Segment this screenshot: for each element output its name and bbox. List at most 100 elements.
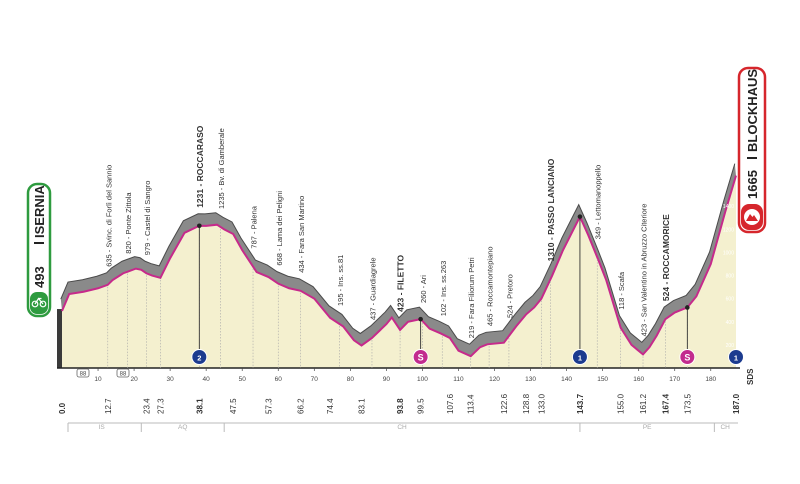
point-label: 102 - Ins. ss.263 — [439, 261, 448, 316]
point-altitude: 102 - — [439, 297, 448, 316]
point-label: 787 - Palena — [250, 205, 259, 248]
point-label: 434 - Fara San Martino — [297, 196, 306, 273]
point-name: Svinc. di Forlì del Sannio — [104, 165, 113, 248]
start-badge: 493 ISERNIA — [26, 182, 52, 318]
x-tick-label: 70 — [311, 376, 319, 383]
point-name: Fara San Martino — [297, 196, 306, 254]
point-name: Palena — [250, 205, 259, 229]
sprint-glyph: S — [418, 353, 424, 363]
profile-area — [57, 163, 740, 369]
x-tick-label: 60 — [275, 376, 283, 383]
point-distance: 93.8 — [396, 398, 405, 414]
point-name: Lama dei Peligni — [275, 191, 284, 247]
profile-fill — [62, 175, 736, 368]
region-label: CH — [720, 424, 730, 431]
y-tick-label: 1000 — [723, 250, 734, 256]
point-distance: 83.1 — [358, 398, 367, 414]
point-distance: 107.6 — [446, 393, 455, 414]
point-name: Bv. di Gamberale — [217, 128, 226, 185]
point-altitude: 260 - — [419, 284, 428, 303]
point-distance: 66.2 — [297, 398, 306, 414]
point-name: Scafa — [617, 271, 626, 291]
point-altitude: 219 - — [467, 319, 476, 338]
small-mark: 88 — [120, 372, 127, 378]
marker-dot — [577, 214, 583, 219]
small-marks: 88 88 — [76, 368, 130, 378]
point-altitude: 979 - — [143, 236, 152, 255]
point-name: FILETTO — [396, 255, 406, 291]
point-distance: 47.5 — [229, 398, 238, 414]
point-distance: 74.4 — [326, 398, 335, 414]
point-distance: 167.4 — [661, 393, 670, 414]
point-name: Ins. ss.81 — [336, 255, 345, 287]
finish-badge: 1665 BLOCKHAUS — [737, 66, 767, 234]
x-tick-label: 170 — [669, 376, 680, 383]
gpm-glyph: 1 — [734, 354, 738, 363]
sprint-marker — [679, 349, 696, 365]
region-bar: IS AQ CH PE CH — [67, 422, 738, 432]
y-tick-label: 1200 — [723, 227, 734, 233]
point-distance: 12.7 — [104, 398, 113, 414]
x-tick-label: 30 — [167, 376, 175, 383]
point-name: ROCCAMORICE — [661, 214, 671, 279]
x-tick-label: 10 — [94, 376, 102, 383]
x-tick-label: 130 — [525, 376, 536, 383]
start-name: ISERNIA — [32, 185, 47, 238]
point-name: Ins. ss.263 — [439, 261, 448, 297]
point-label: 349 - Lettomanoppello — [594, 165, 603, 240]
point-altitude: 437 - — [369, 301, 378, 320]
point-labels: 635 - Svinc. di Forlì del Sannio 820 - Po… — [104, 125, 671, 338]
point-altitude: 668 - — [275, 246, 284, 265]
bike-icon — [31, 297, 47, 308]
point-distance: 128.8 — [522, 393, 531, 414]
point-altitude: 635 - — [104, 248, 113, 267]
point-label: 423 - FILETTO — [396, 255, 406, 312]
vertical-note: SDS — [746, 368, 755, 385]
point-label: 219 - Fara Filiorum Petri — [467, 257, 476, 338]
point-label: 118 - Scafa — [617, 271, 626, 310]
point-label: 979 - Castel di Sangro — [143, 181, 152, 256]
point-label: 1231 - ROCCARASO — [195, 125, 205, 208]
altitude-axis: 200 400 600 800 1000 1200 1400 — [723, 204, 734, 349]
point-altitude: 423 - — [396, 290, 406, 312]
gpm-glyph: 2 — [197, 354, 201, 363]
point-label: 1310 - PASSO LANCIANO — [546, 158, 556, 261]
marker-dot — [197, 223, 202, 229]
point-label: 820 - Ponte Zittola — [124, 192, 133, 254]
mountain-finish-icon — [744, 209, 760, 225]
point-distance: 23.4 — [142, 398, 151, 414]
point-distance: 161.2 — [639, 393, 648, 414]
x-tick-label: 80 — [347, 376, 355, 383]
point-altitude: 349 - — [594, 220, 603, 239]
point-label: 524 - ROCCAMORICE — [661, 214, 671, 301]
x-tick-label: 150 — [597, 376, 608, 383]
gpm-marker — [191, 349, 208, 365]
distance-axis: 10 20 30 40 50 60 70 80 90 100 110 120 130 140 150 160 1… — [58, 368, 741, 414]
region-label: PE — [643, 424, 652, 431]
point-altitude: 434 - — [297, 254, 306, 273]
point-distance: 38.1 — [195, 398, 204, 414]
point-distance: 143.7 — [576, 393, 585, 414]
small-mark: 88 — [80, 372, 87, 378]
x-tick-label: 90 — [383, 376, 391, 383]
y-tick-label: 800 — [726, 274, 735, 280]
x-tick-label: 120 — [489, 376, 500, 383]
point-altitude: 1231 - — [195, 181, 205, 207]
point-label: 635 - Svinc. di Forlì del Sannio — [104, 165, 113, 267]
point-label: 260 - Ari — [419, 275, 428, 303]
x-tick-label: 50 — [239, 376, 247, 383]
y-tick-label: 1400 — [723, 204, 734, 210]
start-wall — [57, 309, 62, 368]
point-name: Castel di Sangro — [143, 181, 152, 236]
point-altitude: 1310 - — [546, 235, 556, 261]
point-name: PASSO LANCIANO — [546, 158, 556, 235]
point-distance: 122.6 — [500, 393, 509, 414]
point-distance: 57.3 — [265, 398, 274, 414]
gpm-glyph: 1 — [578, 354, 582, 363]
point-label: 1235 - Bv. di Gamberale — [217, 128, 226, 209]
point-name: San Valentino in Abruzzo Citeriore — [640, 204, 649, 318]
region-label: IS — [99, 424, 106, 431]
point-altitude: 524 - — [661, 279, 671, 301]
finish-name: BLOCKHAUS — [745, 69, 760, 152]
point-distance: 133.0 — [537, 393, 546, 414]
